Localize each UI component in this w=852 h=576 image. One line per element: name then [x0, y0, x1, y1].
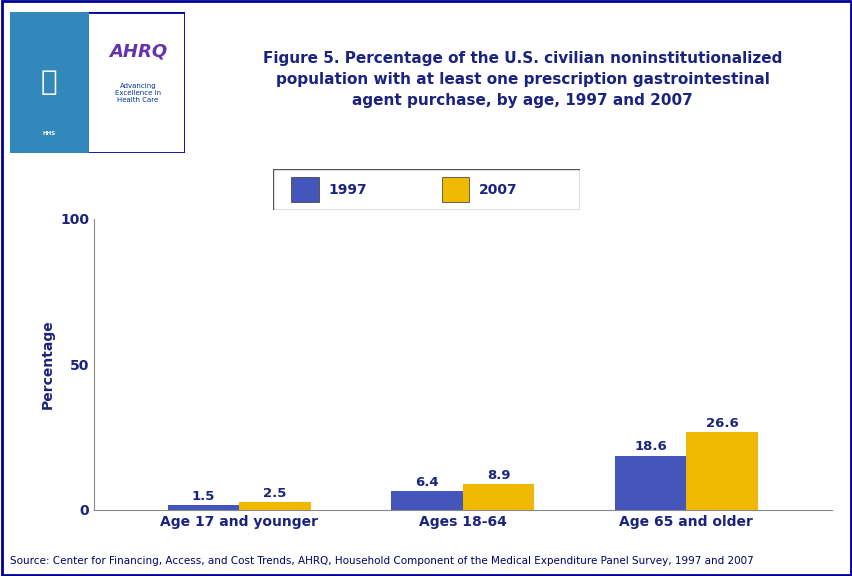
Text: 2007: 2007: [478, 183, 516, 196]
Bar: [686, 433, 757, 510]
Text: Figure 5. Percentage of the U.S. civilian noninstitutionalized
population with a: Figure 5. Percentage of the U.S. civilia…: [262, 51, 781, 108]
Bar: [462, 484, 533, 510]
Bar: [291, 177, 319, 202]
Y-axis label: Percentage: Percentage: [40, 320, 55, 409]
Bar: [167, 505, 239, 510]
Text: HHS: HHS: [42, 131, 55, 136]
Text: 🦅: 🦅: [40, 68, 57, 96]
Text: 1997: 1997: [328, 183, 366, 196]
Text: AHRQ: AHRQ: [109, 42, 167, 60]
Text: 26.6: 26.6: [705, 417, 738, 430]
Bar: [441, 177, 469, 202]
Text: Source: Center for Financing, Access, and Cost Trends, AHRQ, Household Component: Source: Center for Financing, Access, an…: [10, 556, 753, 566]
Text: Advancing
Excellence in
Health Care: Advancing Excellence in Health Care: [115, 84, 161, 103]
Text: 8.9: 8.9: [486, 468, 509, 482]
Bar: [10, 12, 89, 153]
Bar: [239, 502, 310, 510]
Text: 2.5: 2.5: [263, 487, 286, 500]
Bar: [614, 456, 686, 510]
Text: 18.6: 18.6: [633, 440, 666, 453]
Bar: [391, 491, 462, 510]
Text: 1.5: 1.5: [192, 490, 215, 503]
Text: 6.4: 6.4: [415, 476, 438, 489]
